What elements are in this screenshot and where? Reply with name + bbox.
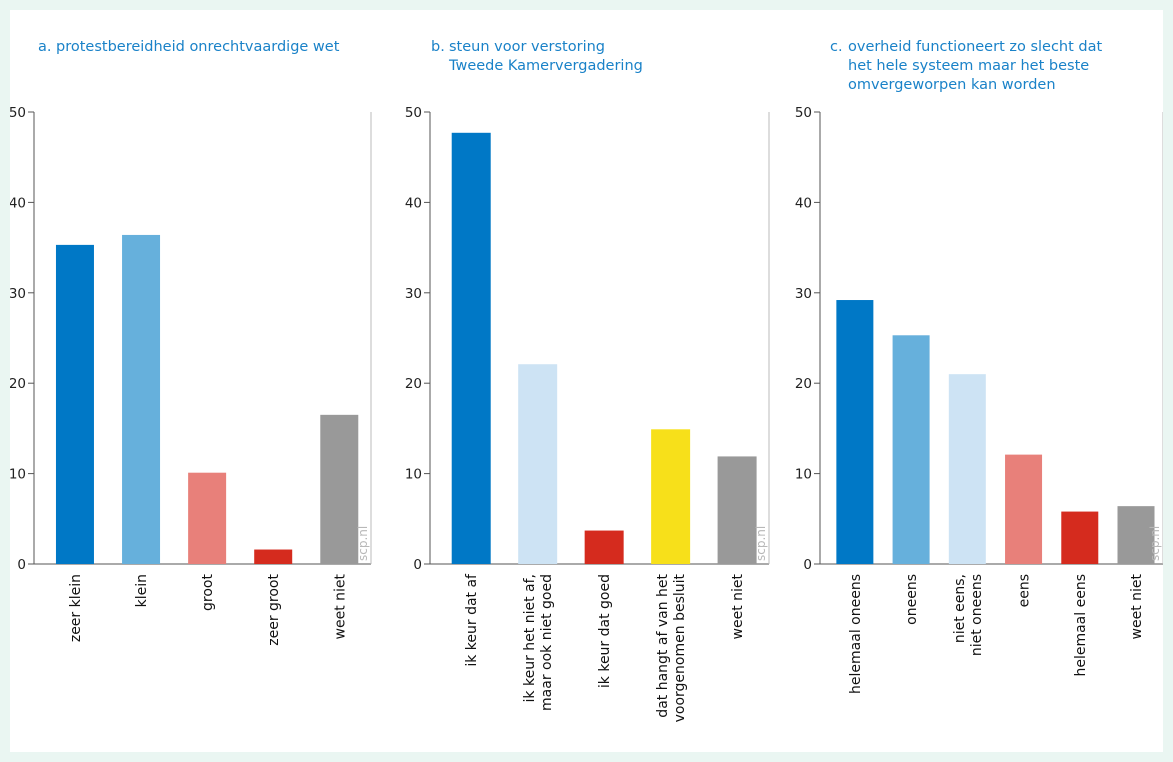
panel-c-y-tick-label: 40 bbox=[795, 195, 812, 211]
panel-a-category-label: zeer klein bbox=[68, 574, 84, 642]
panel-a-category-label: klein bbox=[134, 574, 150, 607]
panel-b-bar bbox=[651, 429, 691, 564]
panel-c-category-label: niet eens,niet oneens bbox=[952, 574, 985, 656]
panel-b-watermark: scp.nl bbox=[754, 526, 768, 561]
panel-a-bar bbox=[122, 234, 161, 564]
panel-c-category-label: helemaal eens bbox=[1073, 574, 1089, 677]
panel-a-y-tick-label: 10 bbox=[10, 467, 26, 483]
panel-b-category-label: ik keur dat goed bbox=[597, 574, 613, 688]
panel-c-y-tick-label: 10 bbox=[795, 467, 812, 483]
panel-b-title-line: Tweede Kamervergadering bbox=[449, 58, 643, 74]
panel-c-y-tick-label: 30 bbox=[795, 286, 812, 302]
panel-a-y-tick-label: 30 bbox=[10, 286, 26, 302]
panel-c-bar bbox=[1005, 454, 1043, 564]
panel-b-y-tick-label: 0 bbox=[413, 557, 422, 573]
panel-c-title-line: omvergeworpen kan worden bbox=[848, 77, 1056, 93]
panel-c-bar bbox=[1117, 506, 1155, 564]
panel-a-bar bbox=[254, 549, 293, 564]
panel-c-bar bbox=[948, 374, 986, 564]
panel-c-category-label: helemaal oneens bbox=[848, 574, 864, 694]
panel-a-category-label: weet niet bbox=[332, 573, 348, 639]
panel-c-y-tick-label: 50 bbox=[795, 105, 812, 121]
panel-b-category-label: ik keur dat af bbox=[464, 573, 480, 667]
panel-c-y-tick-label: 20 bbox=[795, 376, 812, 392]
panel-b-category-label: weet niet bbox=[730, 573, 746, 639]
figure: a. protestbereidheid onrechtvaardige wet… bbox=[10, 10, 1163, 752]
panel-c-letter: c. bbox=[830, 39, 843, 55]
panel-c-title-line: overheid functioneert zo slecht dat bbox=[848, 39, 1103, 55]
panel-c-category-label: weet niet bbox=[1129, 573, 1145, 639]
panel-a-y-tick-label: 40 bbox=[10, 195, 26, 211]
panel-b-y-tick-label: 10 bbox=[405, 467, 422, 483]
panel-a-category-label: zeer groot bbox=[266, 574, 282, 646]
panel-a-watermark: scp.nl bbox=[356, 526, 370, 561]
panel-b-y-tick-label: 50 bbox=[405, 105, 422, 121]
panel-b-category-label: dat hangt af van hetvoorgenomen besluit bbox=[655, 573, 688, 722]
panel-b-bar bbox=[451, 132, 491, 564]
panel-a-bar bbox=[320, 414, 359, 564]
panel-b-category-label: ik keur het niet af,maar ook niet goed bbox=[522, 574, 555, 711]
panel-a-bar bbox=[188, 472, 227, 564]
panel-c-bar bbox=[836, 300, 874, 564]
panel-c-bar bbox=[1061, 511, 1099, 564]
panel-b-y-tick-label: 30 bbox=[405, 286, 422, 302]
panel-c-watermark: scp.nl bbox=[1148, 526, 1162, 561]
panel-b-bar bbox=[518, 364, 558, 564]
panel-c-title-line: het hele systeem maar het beste bbox=[848, 58, 1090, 74]
panel-c-category-label: oneens bbox=[904, 574, 920, 625]
panel-a-bar bbox=[55, 244, 94, 564]
panel-b-letter: b. bbox=[431, 39, 445, 55]
panel-a-y-tick-label: 50 bbox=[10, 105, 26, 121]
panel-a-title-line: protestbereidheid onrechtvaardige wet bbox=[56, 39, 340, 55]
panel-a-letter: a. bbox=[38, 39, 52, 55]
panel-b-bar bbox=[584, 530, 624, 564]
panel-b-y-tick-label: 40 bbox=[405, 195, 422, 211]
panel-a-y-tick-label: 20 bbox=[10, 376, 26, 392]
panel-a-y-tick-label: 0 bbox=[17, 557, 26, 573]
panel-b-y-tick-label: 20 bbox=[405, 376, 422, 392]
panel-b-bar bbox=[717, 456, 757, 564]
panel-c-y-tick-label: 0 bbox=[803, 557, 812, 573]
panel-b-title-line: steun voor verstoring bbox=[449, 39, 606, 55]
panel-a-category-label: groot bbox=[200, 574, 216, 611]
bar-charts: 0 10 20 30 40 50 zeer klein klein groot zeer groo… bbox=[10, 105, 1163, 722]
panel-c-bar bbox=[892, 335, 930, 564]
panel-c-category-label: eens bbox=[1017, 574, 1033, 607]
